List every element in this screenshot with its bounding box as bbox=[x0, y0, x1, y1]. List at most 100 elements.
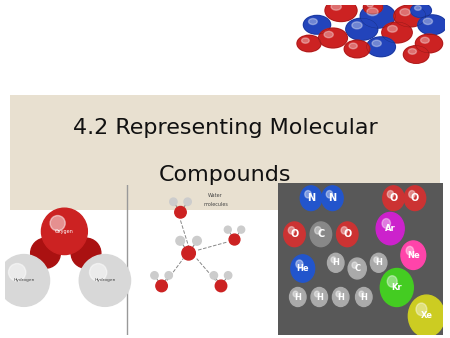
Circle shape bbox=[326, 191, 333, 198]
Circle shape bbox=[387, 276, 397, 287]
Circle shape bbox=[414, 6, 421, 10]
Text: H: H bbox=[316, 292, 323, 301]
Circle shape bbox=[296, 260, 303, 268]
Circle shape bbox=[284, 222, 305, 247]
Circle shape bbox=[182, 246, 195, 260]
Circle shape bbox=[302, 38, 309, 43]
Text: Hydrogen: Hydrogen bbox=[94, 279, 116, 283]
Circle shape bbox=[156, 280, 167, 292]
FancyBboxPatch shape bbox=[276, 181, 445, 337]
Circle shape bbox=[423, 18, 432, 24]
Circle shape bbox=[401, 241, 426, 269]
Text: Water: Water bbox=[208, 193, 223, 198]
Circle shape bbox=[289, 288, 306, 307]
Circle shape bbox=[382, 22, 412, 43]
Circle shape bbox=[229, 234, 240, 245]
Circle shape bbox=[331, 257, 336, 263]
Circle shape bbox=[348, 258, 366, 279]
Text: Oxygen: Oxygen bbox=[55, 229, 74, 234]
Circle shape bbox=[176, 237, 184, 245]
Circle shape bbox=[311, 288, 328, 307]
Circle shape bbox=[403, 46, 429, 63]
Text: H: H bbox=[294, 292, 301, 301]
Circle shape bbox=[372, 40, 381, 47]
Circle shape bbox=[31, 238, 60, 268]
Circle shape bbox=[364, 1, 382, 14]
Circle shape bbox=[360, 4, 396, 28]
Circle shape bbox=[383, 186, 404, 211]
Circle shape bbox=[380, 268, 413, 307]
Circle shape bbox=[215, 280, 227, 292]
Circle shape bbox=[305, 191, 311, 198]
Circle shape bbox=[165, 272, 172, 279]
Circle shape bbox=[367, 3, 373, 7]
Text: C: C bbox=[317, 229, 324, 239]
Text: Compounds: Compounds bbox=[159, 165, 291, 185]
Text: Ne: Ne bbox=[407, 251, 420, 260]
Text: O: O bbox=[343, 229, 351, 239]
Circle shape bbox=[315, 227, 321, 234]
Circle shape bbox=[409, 191, 415, 198]
Text: H: H bbox=[375, 258, 382, 267]
Circle shape bbox=[9, 264, 26, 281]
Circle shape bbox=[325, 0, 357, 22]
Circle shape bbox=[337, 222, 358, 247]
Circle shape bbox=[0, 255, 50, 306]
Circle shape bbox=[352, 262, 357, 268]
Circle shape bbox=[315, 291, 319, 297]
Text: H: H bbox=[332, 258, 339, 267]
Circle shape bbox=[79, 255, 130, 306]
Circle shape bbox=[400, 9, 410, 16]
Circle shape bbox=[293, 291, 298, 297]
Text: He: He bbox=[297, 264, 309, 273]
Circle shape bbox=[170, 198, 177, 206]
Circle shape bbox=[367, 8, 378, 16]
Circle shape bbox=[71, 238, 101, 268]
Circle shape bbox=[184, 198, 191, 206]
Circle shape bbox=[50, 216, 65, 231]
Circle shape bbox=[415, 34, 443, 53]
Circle shape bbox=[41, 208, 87, 255]
Text: molecules: molecules bbox=[203, 201, 228, 207]
Circle shape bbox=[346, 18, 378, 40]
Text: C: C bbox=[354, 264, 360, 273]
Circle shape bbox=[387, 25, 397, 32]
Circle shape bbox=[324, 31, 333, 38]
Text: H: H bbox=[337, 292, 344, 301]
Circle shape bbox=[210, 272, 217, 279]
Circle shape bbox=[404, 186, 426, 211]
Text: 4.2 Representing Molecular: 4.2 Representing Molecular bbox=[72, 118, 378, 138]
Circle shape bbox=[394, 5, 426, 27]
Text: H: H bbox=[360, 292, 367, 301]
Circle shape bbox=[291, 255, 315, 282]
Text: Kr: Kr bbox=[392, 283, 402, 292]
Text: Hydrogen: Hydrogen bbox=[13, 279, 35, 283]
Circle shape bbox=[367, 37, 396, 57]
Text: O: O bbox=[389, 193, 398, 203]
Circle shape bbox=[359, 291, 364, 297]
Circle shape bbox=[382, 219, 391, 228]
Circle shape bbox=[376, 213, 404, 245]
Circle shape bbox=[408, 49, 416, 54]
Circle shape bbox=[151, 272, 158, 279]
Circle shape bbox=[225, 272, 232, 279]
Text: O: O bbox=[290, 229, 299, 239]
Circle shape bbox=[406, 246, 414, 255]
Circle shape bbox=[319, 28, 347, 48]
Circle shape bbox=[344, 40, 370, 58]
Circle shape bbox=[238, 226, 245, 233]
Text: O: O bbox=[411, 193, 419, 203]
Circle shape bbox=[418, 15, 446, 35]
Circle shape bbox=[303, 16, 331, 34]
Circle shape bbox=[322, 186, 343, 211]
Circle shape bbox=[90, 264, 107, 281]
Circle shape bbox=[310, 222, 332, 247]
Circle shape bbox=[374, 257, 379, 263]
Circle shape bbox=[410, 3, 432, 18]
Bar bbox=[10, 95, 440, 210]
Circle shape bbox=[300, 186, 322, 211]
Circle shape bbox=[225, 226, 231, 233]
Circle shape bbox=[421, 37, 429, 43]
Circle shape bbox=[387, 191, 394, 198]
Circle shape bbox=[297, 35, 321, 52]
